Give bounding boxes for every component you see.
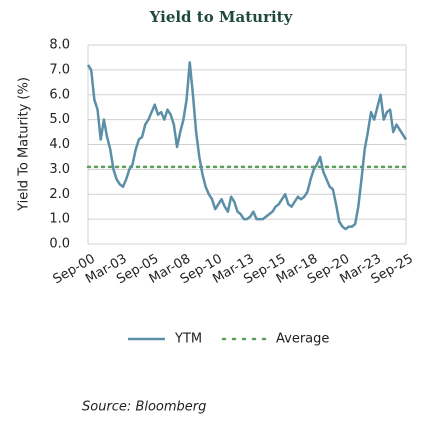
y-tick-label: 4.0: [49, 137, 70, 152]
chart-title: Yield to Maturity: [149, 8, 294, 26]
y-tick-label: 7.0: [49, 62, 70, 77]
source: Source: Bloomberg: [82, 400, 206, 415]
y-tick-label: 1.0: [49, 212, 70, 227]
y-tick-label: 0.0: [49, 237, 70, 252]
y-tick-label: 6.0: [49, 87, 70, 102]
ytm-line: [86, 61, 408, 231]
y-tick-label: 8.0: [49, 38, 70, 53]
y-tick-label: 5.0: [49, 112, 70, 127]
y-tick-label: 2.0: [49, 187, 70, 202]
legend-label: YTM: [174, 332, 202, 347]
legend-label: Average: [276, 332, 329, 347]
y-tick-label: 3.0: [49, 162, 70, 177]
y-axis-label: Yield To Maturity (%): [17, 77, 32, 212]
